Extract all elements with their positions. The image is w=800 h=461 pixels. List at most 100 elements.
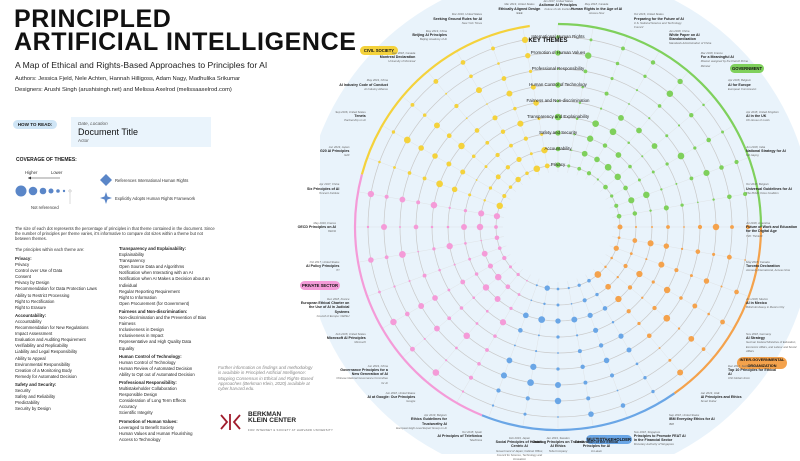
civil-society-pill: CIVIL SOCIETY	[360, 46, 398, 55]
not-referenced-label: Not referenced	[31, 205, 59, 210]
coverage-dot	[727, 194, 732, 200]
document-title: Montreal Declaration	[379, 55, 416, 60]
coverage-dot	[645, 258, 648, 261]
coverage-dot	[635, 89, 639, 92]
principle-item: Recommendation for Data Protection Laws	[15, 286, 97, 292]
coverage-dot	[586, 396, 591, 401]
coverage-higher-label: Higher	[25, 170, 38, 175]
coverage-dot	[637, 178, 641, 182]
coverage-dot	[663, 286, 671, 294]
coverage-dot	[702, 103, 705, 107]
coverage-dot	[663, 205, 669, 211]
coverage-dot	[500, 372, 508, 379]
coverage-dot	[446, 161, 452, 167]
coverage-dot	[475, 322, 479, 325]
document-date: Jan 2018, China	[669, 28, 690, 33]
coverage-dot	[663, 314, 671, 322]
coverage-dot	[399, 226, 401, 228]
document-date: Apr 2018, United Kingdom	[746, 110, 779, 114]
document-date: Sep 2018, United States	[669, 413, 700, 418]
sector-arc	[673, 226, 763, 395]
theme-heading: Fairness and Non-discrimination:	[119, 308, 188, 314]
private-sector-pill: PRIVATE SECTOR	[300, 281, 340, 290]
document-actor: Microsoft	[354, 340, 366, 345]
coverage-dot	[557, 416, 559, 418]
document-title: Guiding Principles on Trusted AI Ethics	[532, 440, 584, 449]
coverage-dot	[378, 290, 381, 294]
coverage-dot	[525, 171, 529, 176]
coverage-dot	[491, 404, 495, 407]
coverage-dot	[641, 155, 644, 158]
coverage-dot	[683, 226, 685, 228]
coverage-dot	[635, 362, 639, 366]
document-label: May 2019, China Beijing AI Principles Beij…	[395, 29, 447, 42]
coverage-dot	[649, 209, 652, 212]
document-title: AI Policy Principles	[306, 263, 340, 268]
document-label: Jan 2018, China White Paper on AI Standar…	[669, 29, 721, 46]
document-actor: Mission assigned by the French Prime Min…	[700, 59, 749, 68]
document-title: Declaration of the Ethical Principles fo…	[574, 440, 619, 449]
coverage-dot	[598, 343, 604, 348]
human-rights-diamond-icon	[100, 174, 112, 186]
coverage-dot	[483, 199, 486, 202]
legend-adopts-framework: Explicitly Adopts Human Rights Framework	[115, 196, 196, 201]
document-title: OECD Principles on AI	[297, 225, 336, 230]
coverage-dot	[480, 239, 482, 242]
document-date: Mar 2019, United States	[504, 2, 535, 7]
coverage-dot	[697, 201, 699, 204]
ring-label: Fairness and Non-discrimination	[526, 98, 590, 103]
coverage-dot	[629, 252, 633, 256]
coverage-dot	[646, 333, 652, 339]
coverage-dot	[719, 165, 724, 170]
coverage-dot	[707, 312, 710, 316]
document-actor: Chinese National Governance Committee fo…	[336, 376, 388, 385]
principle-item: Human Review of Automated Decision	[119, 365, 193, 371]
coverage-dot	[453, 263, 456, 266]
document-label: Sep 2018, United States IBM Everyday Ethi…	[669, 413, 721, 426]
coverage-dot	[543, 302, 546, 306]
principle-item: Evaluation and Auditing Requirement	[15, 337, 86, 343]
coverage-dot	[615, 295, 622, 303]
coverage-dot	[726, 254, 732, 260]
principle-item: Right to Information	[119, 294, 157, 300]
principles-intro: The principles within each theme are:	[15, 247, 85, 252]
coverage-dot	[689, 176, 694, 181]
document-label: Oct 2016, United States Preparing for the…	[634, 12, 686, 29]
coverage-dot	[636, 127, 642, 134]
document-label: Apr 2019, Belgium Ethics Guidelines for T…	[395, 413, 447, 430]
coverage-dot	[570, 303, 573, 305]
document-date: Jun 2019, Japan	[328, 145, 350, 150]
coverage-dot	[494, 225, 498, 229]
intergovernmental-pill: INTER-GOVERNMENTAL ORGANIZATION	[737, 357, 787, 369]
coverage-dot	[527, 379, 534, 386]
coverage-dot	[521, 36, 529, 43]
example-doc-title: Document Title	[78, 127, 139, 137]
coverage-dot	[458, 142, 465, 150]
coverage-dot	[658, 347, 661, 349]
document-actor: U.S. National Science and Technology Cou…	[633, 20, 682, 29]
coverage-dot	[501, 76, 507, 81]
coverage-dot	[582, 298, 587, 303]
document-actor: Google	[406, 399, 416, 404]
document-date: Dec 2018, Canada	[391, 50, 416, 55]
principle-item: Equality	[119, 345, 135, 351]
document-actor: Niti Aayog	[746, 153, 759, 158]
coverage-dot	[603, 357, 610, 364]
document-title: AI in Mexico	[746, 301, 767, 306]
coverage-dot	[529, 152, 533, 156]
principle-item: Environmental Responsibility	[15, 361, 71, 367]
coverage-dot	[413, 224, 419, 230]
document-actor: UNI Global Union	[728, 376, 750, 381]
coverage-dot	[648, 117, 651, 120]
coverage-dot	[516, 156, 522, 163]
coverage-dot	[465, 117, 468, 120]
coverage-dot	[523, 312, 529, 319]
coverage-dot	[605, 283, 611, 290]
coverage-dot	[517, 120, 524, 127]
coverage-dot	[468, 257, 472, 261]
coverage-dot	[712, 252, 716, 256]
coverage-dot	[555, 50, 561, 56]
principle-item: Control over Use of Data	[15, 268, 63, 274]
coverage-dot	[484, 165, 488, 168]
coverage-dot	[666, 225, 670, 229]
